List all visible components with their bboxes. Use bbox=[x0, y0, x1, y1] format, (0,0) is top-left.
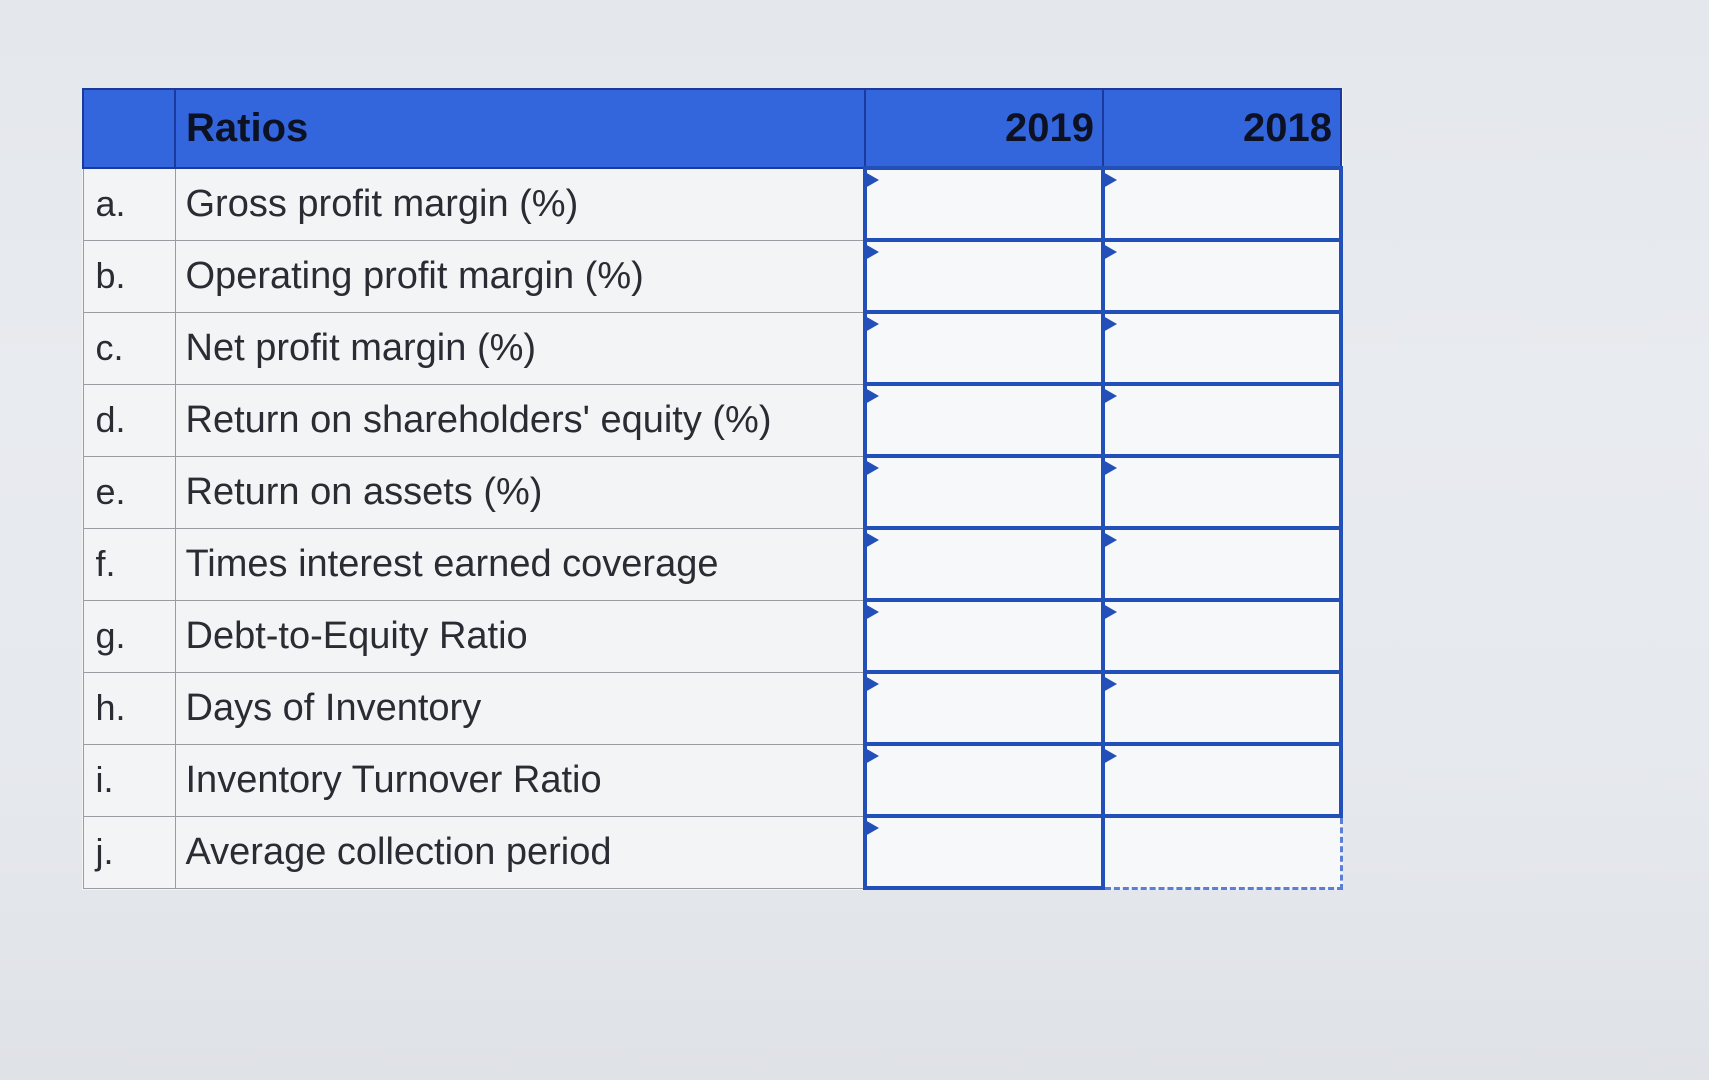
value-input-2018[interactable] bbox=[1107, 748, 1337, 812]
table-row: e. Return on assets (%) bbox=[82, 454, 1343, 530]
row-letter: c. bbox=[82, 311, 176, 385]
table-row: f. Times interest earned coverage bbox=[82, 526, 1343, 602]
row-label: Return on shareholders' equity (%) bbox=[174, 383, 866, 457]
cell-marker-icon bbox=[869, 748, 879, 764]
cell-marker-icon bbox=[1107, 460, 1117, 476]
input-cell-2019 bbox=[863, 814, 1105, 890]
input-cell-2019 bbox=[863, 166, 1105, 242]
cell-marker-icon bbox=[1107, 388, 1117, 404]
row-label: Average collection period bbox=[174, 815, 866, 889]
header-year-2018: 2018 bbox=[1102, 88, 1342, 169]
row-letter: d. bbox=[82, 383, 176, 457]
value-input-2019[interactable] bbox=[869, 532, 1099, 596]
table-row: j. Average collection period bbox=[82, 814, 1343, 890]
input-cell-2019 bbox=[863, 670, 1105, 746]
value-input-2019[interactable] bbox=[869, 244, 1099, 308]
value-input-2018[interactable] bbox=[1107, 460, 1337, 524]
value-input-2018[interactable] bbox=[1107, 316, 1337, 380]
value-input-2018[interactable] bbox=[1107, 604, 1337, 668]
value-input-2018[interactable] bbox=[1106, 819, 1338, 885]
table-row: i. Inventory Turnover Ratio bbox=[82, 742, 1343, 818]
input-cell-2019 bbox=[863, 598, 1105, 674]
input-cell-2019 bbox=[863, 310, 1105, 386]
row-letter: j. bbox=[82, 815, 176, 889]
table-header-row: Ratios 2019 2018 bbox=[82, 88, 1342, 169]
cell-marker-icon bbox=[869, 532, 879, 548]
value-input-2019[interactable] bbox=[869, 388, 1099, 452]
input-cell-2018 bbox=[1101, 742, 1343, 818]
table-row: c. Net profit margin (%) bbox=[82, 310, 1343, 386]
cell-marker-icon bbox=[1107, 532, 1117, 548]
header-letter-cell bbox=[82, 88, 176, 169]
table-row: g. Debt-to-Equity Ratio bbox=[82, 598, 1343, 674]
cell-marker-icon bbox=[1107, 748, 1117, 764]
row-label: Net profit margin (%) bbox=[174, 311, 866, 385]
table-row: h. Days of Inventory bbox=[82, 670, 1343, 746]
value-input-2019[interactable] bbox=[869, 460, 1099, 524]
row-letter: f. bbox=[82, 527, 176, 601]
row-letter: g. bbox=[82, 599, 176, 673]
cell-marker-icon bbox=[1107, 172, 1117, 188]
input-cell-2018 bbox=[1101, 526, 1343, 602]
input-cell-2019 bbox=[863, 526, 1105, 602]
row-letter: b. bbox=[82, 239, 176, 313]
row-label: Times interest earned coverage bbox=[174, 527, 866, 601]
cell-marker-icon bbox=[869, 820, 879, 836]
ratios-table: Ratios 2019 2018 a. Gross profit margin … bbox=[82, 88, 1343, 890]
input-cell-2019 bbox=[863, 238, 1105, 314]
row-label: Operating profit margin (%) bbox=[174, 239, 866, 313]
value-input-2019[interactable] bbox=[869, 676, 1099, 740]
cell-marker-icon bbox=[1107, 244, 1117, 260]
cell-marker-icon bbox=[869, 676, 879, 692]
input-cell-2018 bbox=[1101, 382, 1343, 458]
input-cell-2018 bbox=[1101, 166, 1343, 242]
input-cell-2019 bbox=[863, 454, 1105, 530]
value-input-2019[interactable] bbox=[869, 172, 1099, 236]
input-cell-2018 bbox=[1101, 454, 1343, 530]
row-label: Gross profit margin (%) bbox=[174, 167, 866, 241]
row-letter: i. bbox=[82, 743, 176, 817]
header-year-2019: 2019 bbox=[864, 88, 1104, 169]
input-cell-2019 bbox=[863, 382, 1105, 458]
input-cell-2018 bbox=[1101, 238, 1343, 314]
value-input-2019[interactable] bbox=[869, 316, 1099, 380]
input-cell-2018 bbox=[1101, 598, 1343, 674]
input-cell-2018-focused bbox=[1101, 814, 1343, 890]
cell-marker-icon bbox=[869, 244, 879, 260]
table-row: d. Return on shareholders' equity (%) bbox=[82, 382, 1343, 458]
row-letter: h. bbox=[82, 671, 176, 745]
cell-marker-icon bbox=[869, 604, 879, 620]
value-input-2018[interactable] bbox=[1107, 172, 1337, 236]
cell-marker-icon bbox=[1107, 604, 1117, 620]
row-label: Return on assets (%) bbox=[174, 455, 866, 529]
value-input-2019[interactable] bbox=[869, 748, 1099, 812]
input-cell-2019 bbox=[863, 742, 1105, 818]
value-input-2018[interactable] bbox=[1107, 244, 1337, 308]
table-row: b. Operating profit margin (%) bbox=[82, 238, 1343, 314]
input-cell-2018 bbox=[1101, 670, 1343, 746]
value-input-2018[interactable] bbox=[1107, 388, 1337, 452]
value-input-2018[interactable] bbox=[1107, 532, 1337, 596]
value-input-2019[interactable] bbox=[869, 820, 1099, 884]
cell-marker-icon bbox=[1107, 316, 1117, 332]
row-label: Days of Inventory bbox=[174, 671, 866, 745]
table-row: a. Gross profit margin (%) bbox=[82, 166, 1343, 242]
cell-marker-icon bbox=[1107, 676, 1117, 692]
row-label: Inventory Turnover Ratio bbox=[174, 743, 866, 817]
row-label: Debt-to-Equity Ratio bbox=[174, 599, 866, 673]
value-input-2019[interactable] bbox=[869, 604, 1099, 668]
row-letter: a. bbox=[82, 167, 176, 241]
cell-marker-icon bbox=[869, 316, 879, 332]
header-ratios-label: Ratios bbox=[174, 88, 866, 169]
cell-marker-icon bbox=[869, 460, 879, 476]
cell-marker-icon bbox=[869, 388, 879, 404]
input-cell-2018 bbox=[1101, 310, 1343, 386]
cell-marker-icon bbox=[869, 172, 879, 188]
value-input-2018[interactable] bbox=[1107, 676, 1337, 740]
row-letter: e. bbox=[82, 455, 176, 529]
